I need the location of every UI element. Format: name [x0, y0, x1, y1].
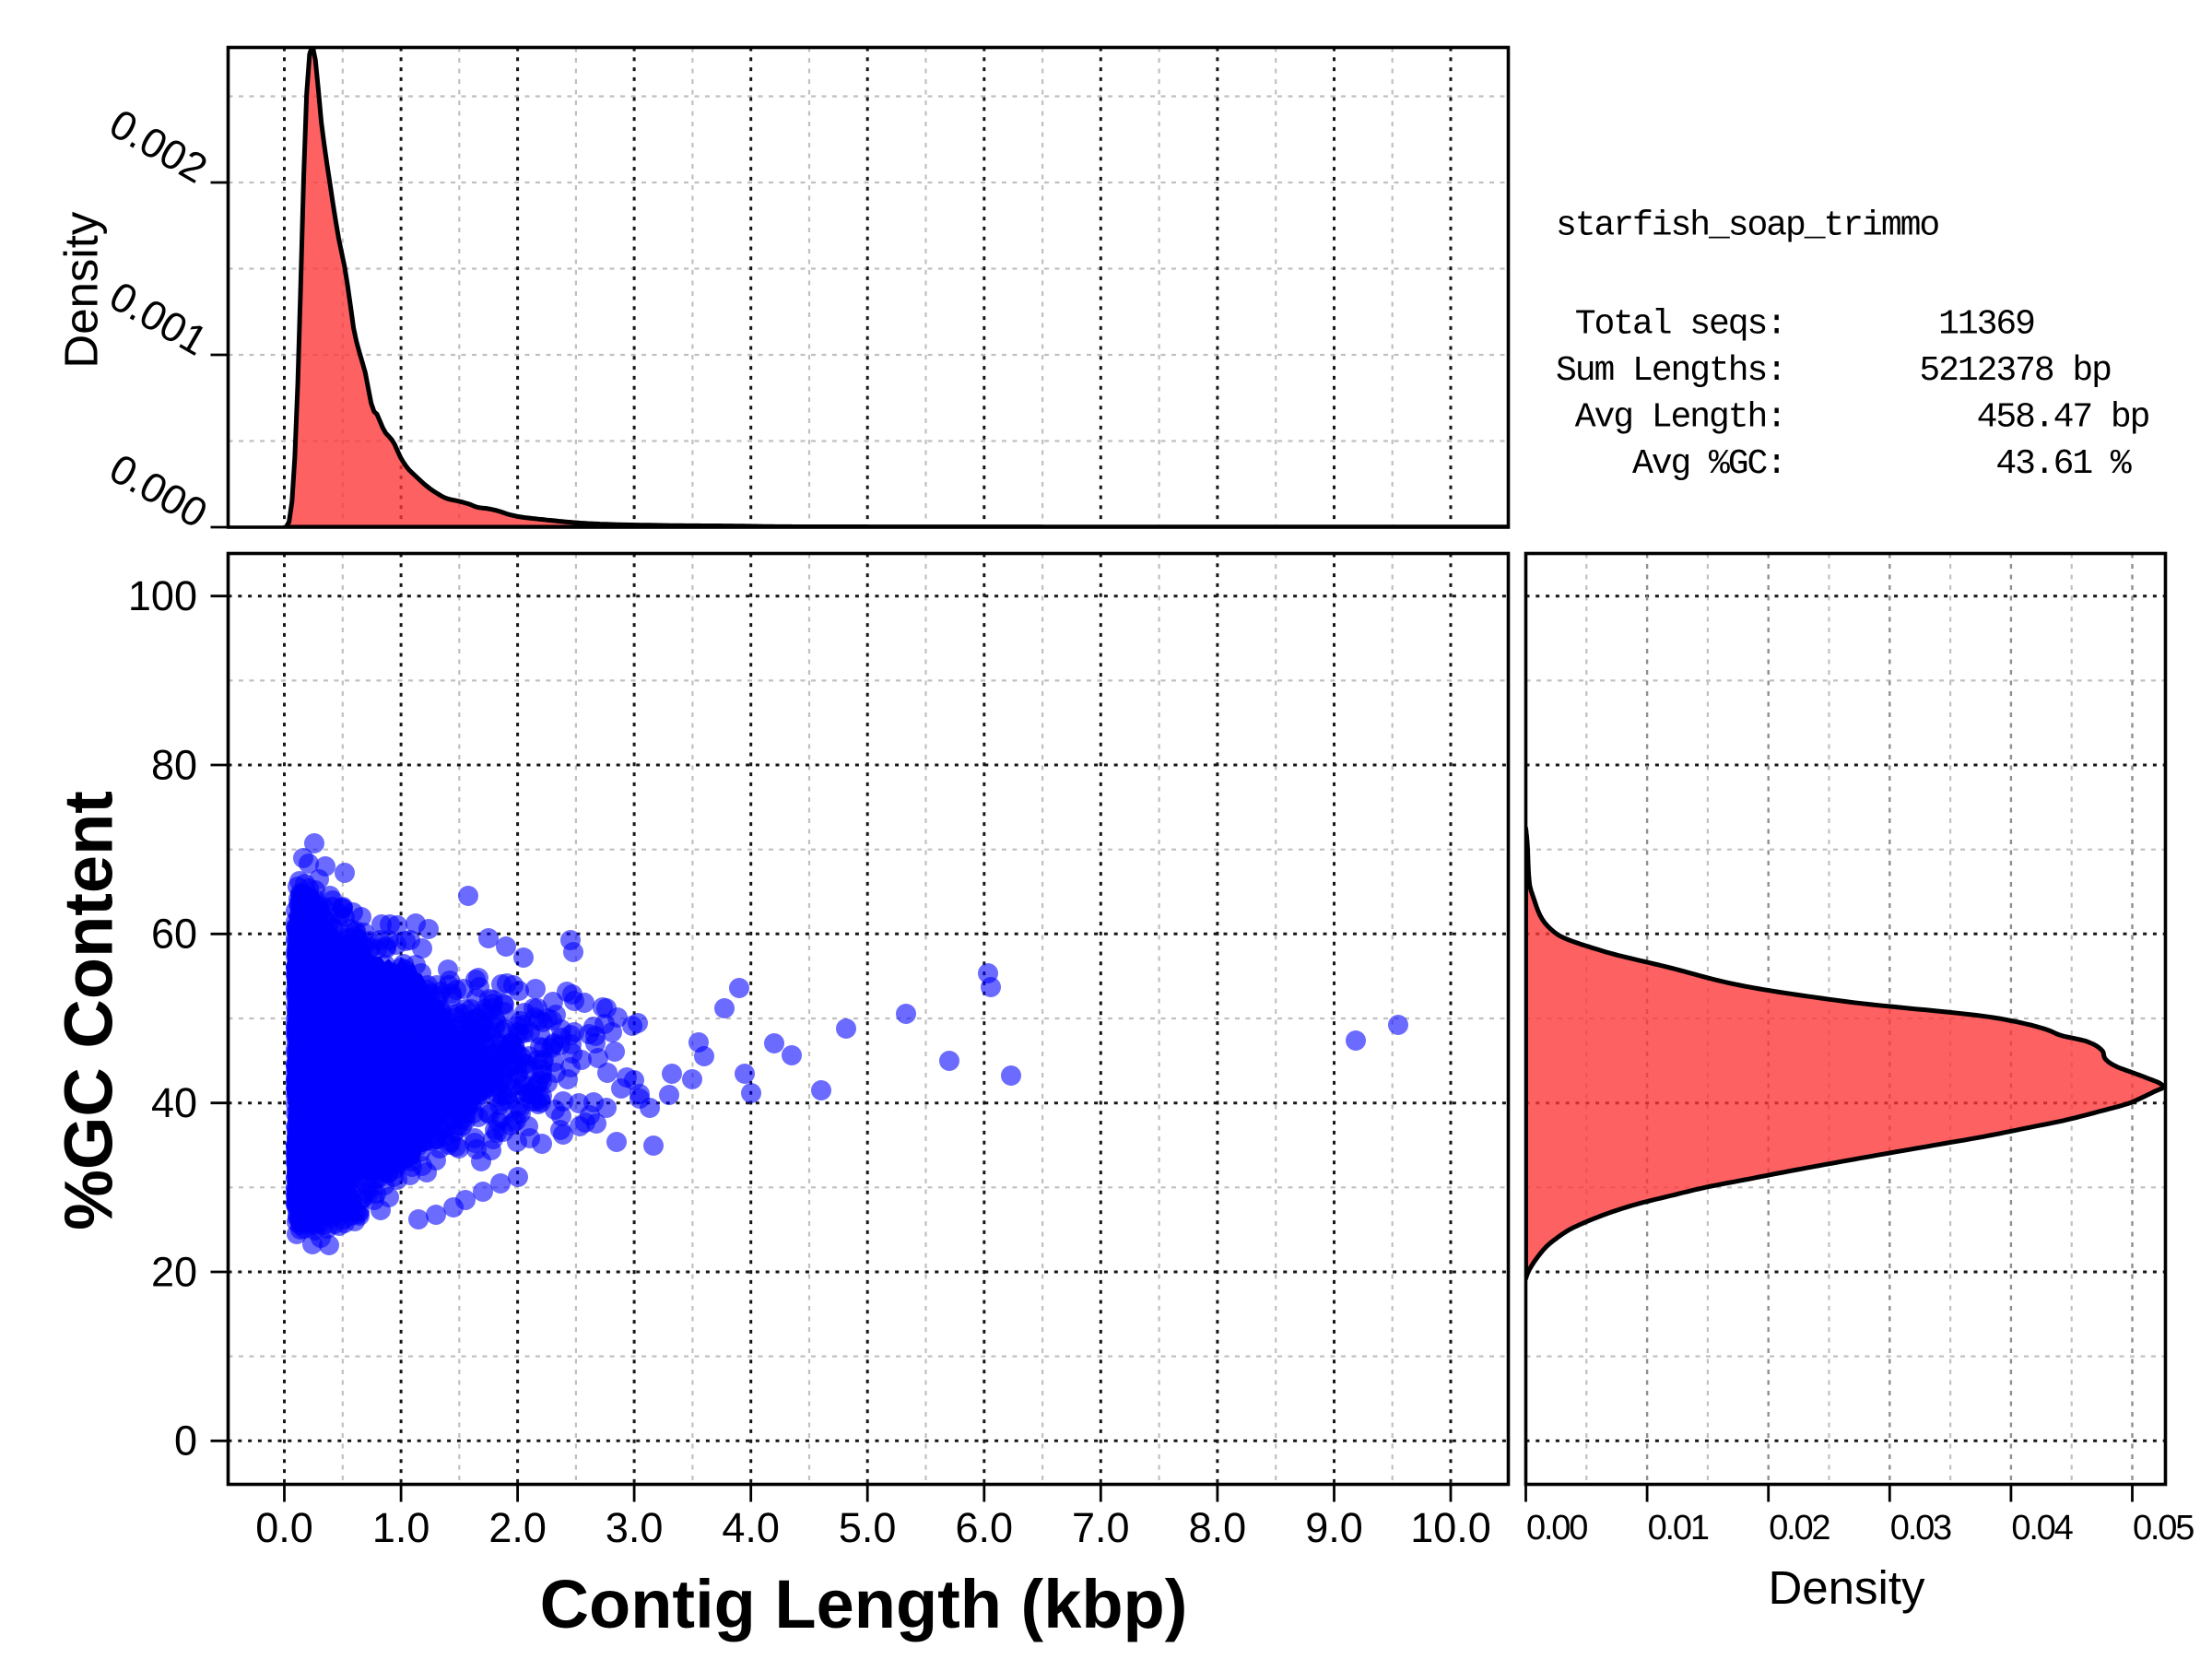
svg-text:0.02: 0.02: [1769, 1509, 1830, 1547]
svg-text:Contig Length (kbp): Contig Length (kbp): [540, 1566, 1188, 1642]
svg-text:8.0: 8.0: [1189, 1504, 1247, 1551]
svg-text:0.00: 0.00: [1526, 1509, 1587, 1547]
svg-text:0.01: 0.01: [1648, 1509, 1709, 1547]
svg-text:80: 80: [151, 741, 197, 788]
svg-text:0.05: 0.05: [2133, 1509, 2194, 1547]
svg-text:starfish_soap_trimmo: starfish_soap_trimmo: [1556, 206, 1938, 245]
svg-text:0: 0: [174, 1418, 197, 1465]
svg-text:Sum Lengths: 5212378 bp: Sum Lengths: 5212378 bp: [1556, 351, 2111, 391]
svg-text:4.0: 4.0: [722, 1504, 780, 1551]
svg-text:Avg Length: 458.47 bp: Avg Length: 458.47 bp: [1556, 398, 2149, 438]
svg-text:9.0: 9.0: [1305, 1504, 1363, 1551]
svg-text:0.04: 0.04: [2011, 1509, 2073, 1547]
svg-text:2.0: 2.0: [488, 1504, 547, 1551]
svg-text:0.0: 0.0: [255, 1504, 313, 1551]
svg-text:3.0: 3.0: [606, 1504, 664, 1551]
svg-text:5.0: 5.0: [839, 1504, 897, 1551]
svg-text:7.0: 7.0: [1072, 1504, 1130, 1551]
svg-text:20: 20: [151, 1248, 197, 1295]
svg-text:Avg %GC: 43.61 %: Avg %GC: 43.61 %: [1556, 444, 2132, 484]
svg-text:%GC Content: %GC Content: [51, 791, 127, 1230]
svg-text:Total seqs: 11369: Total seqs: 11369: [1556, 305, 2034, 345]
svg-text:Density: Density: [1768, 1561, 1925, 1614]
svg-text:Density: Density: [55, 211, 108, 369]
svg-text:6.0: 6.0: [956, 1504, 1014, 1551]
svg-text:100: 100: [128, 572, 197, 619]
svg-text:0.03: 0.03: [1890, 1509, 1951, 1547]
svg-text:1.0: 1.0: [372, 1504, 430, 1551]
svg-text:40: 40: [151, 1079, 197, 1126]
svg-text:10.0: 10.0: [1410, 1504, 1491, 1551]
svg-text:60: 60: [151, 911, 197, 958]
